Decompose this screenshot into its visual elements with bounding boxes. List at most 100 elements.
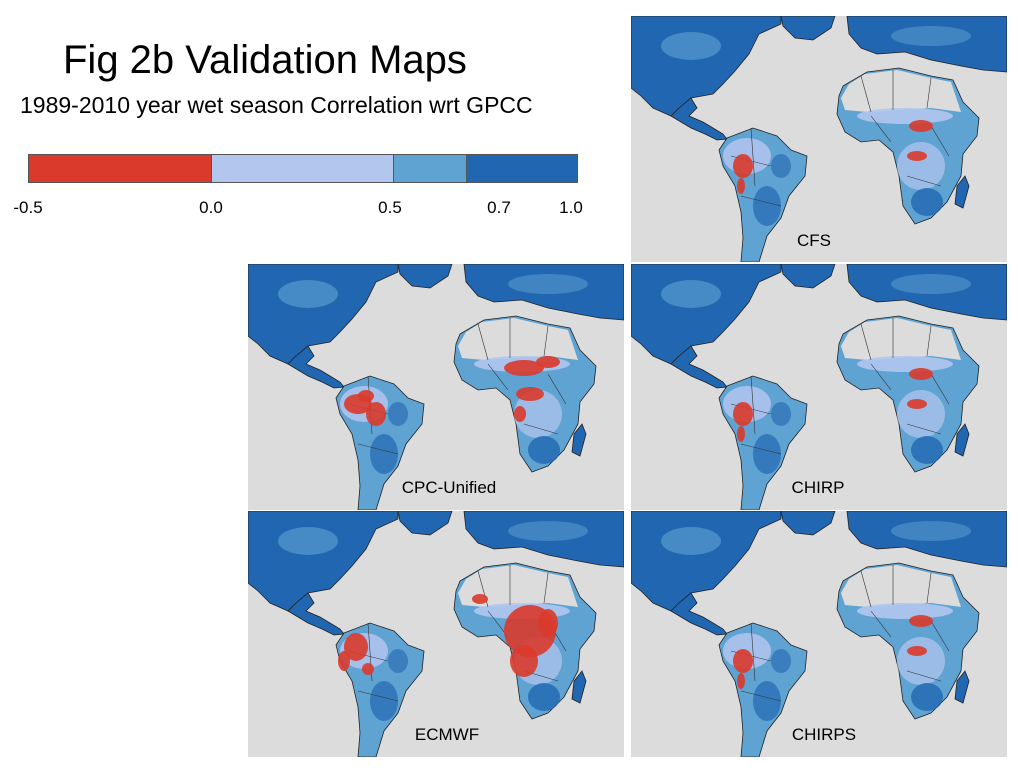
central-america-land: [287, 345, 345, 389]
legend-tick-label: 0.0: [199, 198, 223, 217]
negative-correlation-area: [737, 426, 745, 442]
correlation-patch: [528, 436, 560, 464]
sahara-desert-area: [841, 70, 961, 112]
negative-correlation-area: [737, 673, 745, 689]
correlation-patch: [897, 390, 945, 438]
country-border: [477, 565, 567, 682]
map-graphic: [631, 16, 1007, 262]
correlation-patch: [897, 637, 945, 685]
mediterranean-sea: [488, 306, 570, 320]
correlation-patch: [753, 681, 781, 721]
central-america-land: [670, 345, 728, 389]
negative-correlation-area: [909, 615, 933, 627]
map-panel-label: CHIRP: [791, 478, 845, 497]
legend-tick-label: 0.5: [378, 198, 402, 217]
greenland-land: [780, 16, 836, 41]
correlation-patch: [771, 649, 791, 673]
madagascar-land: [571, 670, 587, 704]
madagascar-land: [954, 670, 970, 704]
correlation-patch: [911, 683, 943, 711]
map-graphic: [631, 264, 1007, 510]
map-panel-label: CHIRPS: [791, 725, 857, 744]
sahara-desert-area: [458, 318, 578, 360]
negative-correlation-area: [538, 609, 558, 637]
correlation-patch: [771, 154, 791, 178]
correlation-patch: [897, 142, 945, 190]
correlation-patch: [891, 521, 971, 541]
sahara-desert-area: [841, 565, 961, 607]
greenland-land: [397, 511, 453, 536]
map-graphic: [248, 264, 624, 510]
negative-correlation-area: [362, 663, 374, 675]
country-border: [860, 70, 950, 187]
madagascar-land: [571, 423, 587, 457]
country-border: [860, 565, 950, 682]
map-panel-chirp: CHIRP: [631, 264, 1007, 510]
country-border: [477, 318, 567, 435]
correlation-patch: [508, 274, 588, 294]
greenland-land: [780, 511, 836, 536]
country-border: [860, 318, 950, 435]
map-panel-label: ECMWF: [414, 725, 480, 744]
madagascar-land: [954, 423, 970, 457]
negative-correlation-area: [516, 387, 544, 401]
correlation-patch: [528, 683, 560, 711]
legend-segment-high: [467, 155, 577, 182]
central-america-land: [670, 592, 728, 636]
correlation-patch: [370, 434, 398, 474]
sahara-desert-area: [841, 318, 961, 360]
color-legend-bar: [28, 154, 578, 183]
map-panel-label: CPC-Unified: [401, 478, 497, 497]
negative-correlation-area: [536, 356, 560, 368]
negative-correlation-area: [472, 594, 488, 604]
map-panel-cpc-unified: CPC-Unified: [248, 264, 624, 510]
correlation-patch: [508, 521, 588, 541]
legend-segment-negative: [29, 155, 212, 182]
negative-correlation-area: [514, 406, 526, 422]
madagascar-land: [954, 175, 970, 209]
mediterranean-sea: [871, 58, 953, 72]
figure-title: Fig 2b Validation Maps: [63, 38, 467, 82]
negative-correlation-area: [504, 360, 544, 376]
map-panel-cfs: CFS: [631, 16, 1007, 262]
correlation-patch: [661, 527, 721, 555]
correlation-patch: [514, 390, 562, 438]
correlation-patch: [891, 26, 971, 46]
map-panel-chirps: CHIRPS: [631, 511, 1007, 757]
negative-correlation-area: [344, 633, 368, 661]
greenland-land: [780, 264, 836, 289]
mediterranean-sea: [488, 553, 570, 567]
correlation-patch: [753, 186, 781, 226]
mediterranean-sea: [871, 553, 953, 567]
legend-tick-label: -0.5: [13, 198, 43, 217]
map-graphic: [631, 511, 1007, 757]
central-america-land: [670, 97, 728, 141]
correlation-patch: [857, 356, 953, 372]
figure-subtitle: 1989-2010 year wet season Correlation wr…: [20, 92, 533, 118]
correlation-patch: [771, 402, 791, 426]
correlation-patch: [857, 603, 953, 619]
correlation-patch: [753, 434, 781, 474]
negative-correlation-area: [510, 645, 538, 677]
negative-correlation-area: [907, 151, 927, 161]
correlation-patch: [370, 681, 398, 721]
negative-correlation-area: [366, 402, 386, 426]
map-graphic: [248, 511, 624, 757]
negative-correlation-area: [338, 651, 350, 671]
negative-correlation-area: [907, 399, 927, 409]
correlation-patch: [661, 280, 721, 308]
sahara-desert-area: [458, 565, 578, 607]
legend-segment-low: [211, 155, 395, 182]
negative-correlation-area: [358, 390, 374, 402]
correlation-patch: [911, 188, 943, 216]
correlation-patch: [278, 280, 338, 308]
correlation-patch: [661, 32, 721, 60]
correlation-patch: [857, 108, 953, 124]
correlation-patch: [911, 436, 943, 464]
correlation-patch: [278, 527, 338, 555]
legend-tick-label: 1.0: [559, 198, 583, 217]
negative-correlation-area: [733, 402, 753, 426]
negative-correlation-area: [909, 368, 933, 380]
negative-correlation-area: [907, 646, 927, 656]
greenland-land: [397, 264, 453, 289]
